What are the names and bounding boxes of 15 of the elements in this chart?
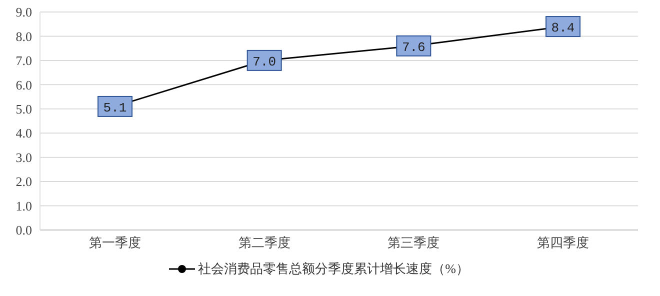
- y-tick-label: 6.0: [16, 77, 32, 92]
- y-tick-label: 7.0: [16, 53, 32, 68]
- x-tick-label: 第四季度: [537, 235, 589, 250]
- y-tick-label: 5.0: [16, 102, 32, 117]
- x-tick-label: 第二季度: [238, 235, 290, 250]
- y-tick-label: 3.0: [16, 150, 32, 165]
- y-tick-label: 2.0: [16, 174, 32, 190]
- y-tick-label: 0.0: [16, 222, 32, 238]
- y-tick-label: 1.0: [16, 198, 32, 214]
- y-tick-label: 9.0: [16, 4, 32, 20]
- legend-label: 社会消费品零售总额分季度累计增长速度（%）: [197, 260, 469, 278]
- y-tick-label: 4.0: [16, 126, 32, 141]
- y-tick-label: 8.0: [16, 28, 32, 44]
- x-tick-label: 第三季度: [388, 235, 440, 250]
- x-tick-label: 第一季度: [89, 235, 141, 250]
